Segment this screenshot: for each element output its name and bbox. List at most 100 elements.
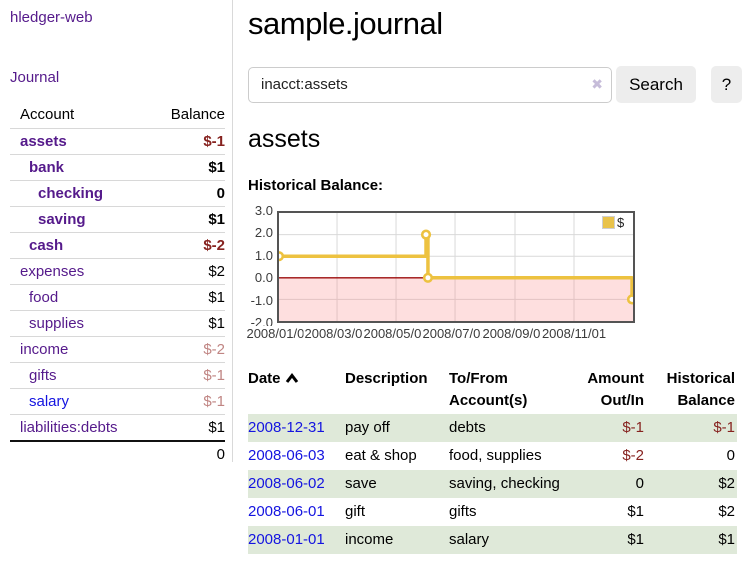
register-header-date[interactable]: Date (248, 366, 345, 414)
account-link[interactable]: liabilities:debts (20, 419, 118, 436)
transaction-accounts: food, supplies (449, 447, 542, 464)
account-row: checking 0 (10, 180, 225, 207)
register-row: 2008-06-03 eat & shop food, supplies $-2 0 (248, 442, 737, 470)
account-link[interactable]: cash (29, 237, 64, 254)
x-axis-tick-label: 2008/05/01 (362, 326, 430, 341)
transaction-balance: $-1 (713, 419, 735, 436)
register-header-description: Description (345, 370, 428, 387)
search-input[interactable] (248, 66, 612, 103)
historical-balance-chart[interactable]: $ 3.0 2.0 1.0 0.0 -1.0 -2.0 2008/01/01 2008/03/… (245, 203, 742, 345)
chart-legend: $ (599, 214, 628, 231)
account-row: assets $-1 (10, 128, 225, 155)
accounts-total-row: 0 (10, 440, 225, 467)
account-link[interactable]: saving (38, 211, 86, 228)
y-axis-tick-label: -1.0 (250, 292, 273, 308)
account-row: bank $1 (10, 154, 225, 181)
register-header-balance: Historical Balance (666, 370, 735, 409)
legend-swatch-icon (602, 216, 615, 229)
transaction-description: eat & shop (345, 447, 417, 464)
account-heading: assets (248, 125, 321, 153)
page: hledger-web Journal Account Balance asse… (0, 0, 742, 554)
search-button[interactable]: Search (616, 66, 696, 103)
main-content: sample.journal ✖ Search ? assets Histori… (233, 0, 742, 554)
account-link[interactable]: expenses (20, 263, 85, 280)
account-link[interactable]: food (29, 289, 59, 306)
y-axis-tick-label: 1.0 (254, 247, 273, 263)
register-row: 2008-12-31 pay off debts $-1 $-1 (248, 414, 737, 442)
transaction-balance: $2 (718, 503, 735, 520)
y-axis-tick-label: 2.0 (254, 225, 273, 241)
account-balance: $-2 (152, 336, 225, 363)
account-row: expenses $2 (10, 258, 225, 285)
transaction-amount: 0 (635, 475, 644, 492)
account-link[interactable]: assets (20, 133, 67, 150)
account-link[interactable]: bank (29, 159, 65, 176)
account-row: income $-2 (10, 336, 225, 363)
account-link[interactable]: supplies (29, 315, 85, 332)
account-balance: $2 (152, 258, 225, 285)
clear-search-icon[interactable]: ✖ (591, 75, 603, 92)
transaction-date-link[interactable]: 2008-12-31 (248, 419, 325, 436)
transaction-accounts: salary (449, 531, 490, 548)
app-title-link[interactable]: hledger-web (10, 9, 93, 26)
register-row: 2008-01-01 income salary $1 $1 (248, 526, 737, 554)
account-row: gifts $-1 (10, 362, 225, 389)
register-header-accounts: To/From Account(s) (449, 370, 528, 409)
transaction-description: gift (345, 503, 366, 520)
x-axis-tick-label: 2008/03/01 (303, 326, 371, 341)
accounts-table: Account Balance assets $-1 bank $1 checking 0… (10, 103, 225, 467)
x-axis-tick-label: 2008/09/01 (481, 326, 549, 341)
y-axis-tick-label: 0.0 (254, 270, 273, 286)
account-row: food $1 (10, 284, 225, 311)
register-header-amount: Amount Out/In (587, 370, 644, 409)
transaction-accounts: saving, checking (449, 475, 560, 492)
account-link[interactable]: salary (29, 393, 70, 410)
transaction-date-link[interactable]: 2008-06-02 (248, 475, 325, 492)
accounts-header-account: Account (20, 106, 75, 123)
account-link[interactable]: gifts (29, 367, 57, 384)
account-link[interactable]: income (20, 341, 69, 358)
sort-asc-icon (285, 373, 298, 383)
account-row: supplies $1 (10, 310, 225, 337)
account-balance: $-1 (152, 128, 225, 155)
transaction-accounts: gifts (449, 503, 477, 520)
accounts-header-balance: Balance (170, 106, 225, 123)
account-row: salary $-1 (10, 388, 225, 415)
search-help-button[interactable]: ? (711, 66, 742, 103)
chart-plot-area (277, 211, 635, 323)
transaction-accounts: debts (449, 419, 486, 436)
account-row: cash $-2 (10, 232, 225, 259)
account-balance: $1 (152, 414, 225, 441)
x-axis-tick-label: 2008/01/01 (245, 326, 313, 341)
transaction-amount: $-1 (622, 419, 644, 436)
legend-label: $ (617, 215, 625, 230)
account-balance: $1 (152, 310, 225, 337)
transaction-balance: 0 (726, 447, 735, 464)
transaction-date-link[interactable]: 2008-06-01 (248, 503, 325, 520)
page-title: sample.journal (248, 6, 443, 41)
transaction-amount: $-2 (622, 447, 644, 464)
register-row: 2008-06-01 gift gifts $1 $2 (248, 498, 737, 526)
transaction-date-link[interactable]: 2008-06-03 (248, 447, 325, 464)
register-table: Date Description To/From Account(s) Amoun… (248, 366, 737, 554)
search-row: ✖ Search ? (248, 66, 742, 103)
account-balance: $1 (152, 284, 225, 311)
x-axis-tick-label: 2008/07/01 (421, 326, 489, 341)
account-link[interactable]: checking (38, 185, 104, 202)
transaction-description: pay off (345, 419, 390, 436)
transaction-amount: $1 (627, 531, 644, 548)
account-balance: $1 (152, 206, 225, 233)
nav-journal-link[interactable]: Journal (10, 69, 60, 86)
transaction-date-link[interactable]: 2008-01-01 (248, 531, 325, 548)
account-balance: $1 (152, 154, 225, 181)
transaction-amount: $1 (627, 503, 644, 520)
sidebar: hledger-web Journal Account Balance asse… (0, 0, 233, 467)
account-balance: $-2 (152, 232, 225, 259)
y-axis-tick-label: 3.0 (254, 203, 273, 218)
transaction-balance: $2 (718, 475, 735, 492)
account-balance: 0 (152, 180, 225, 207)
account-row: saving $1 (10, 206, 225, 233)
transaction-description: income (345, 531, 394, 548)
transaction-description: save (345, 475, 377, 492)
chart-title: Historical Balance: (248, 177, 384, 194)
